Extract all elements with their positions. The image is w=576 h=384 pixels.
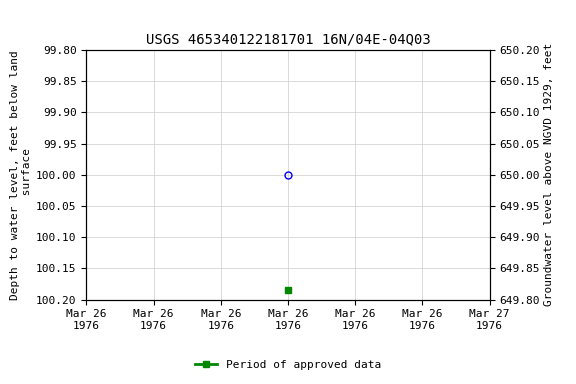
Legend: Period of approved data: Period of approved data xyxy=(191,356,385,375)
Y-axis label: Groundwater level above NGVD 1929, feet: Groundwater level above NGVD 1929, feet xyxy=(544,43,554,306)
Title: USGS 465340122181701 16N/04E-04Q03: USGS 465340122181701 16N/04E-04Q03 xyxy=(146,32,430,46)
Y-axis label: Depth to water level, feet below land
 surface: Depth to water level, feet below land su… xyxy=(10,50,32,300)
